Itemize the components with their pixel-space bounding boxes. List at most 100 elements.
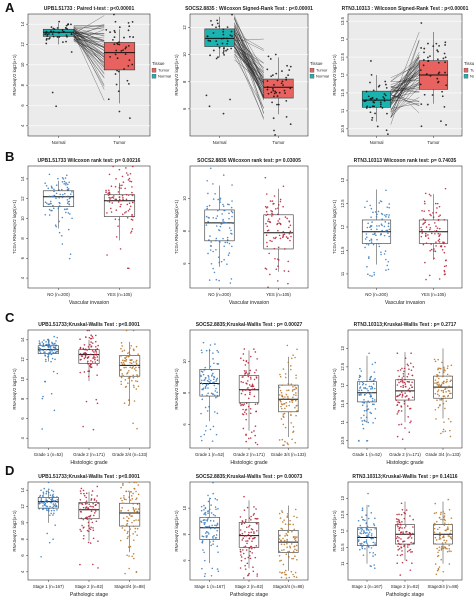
data-point	[206, 410, 209, 412]
data-point	[84, 501, 87, 504]
data-point	[396, 435, 399, 438]
data-point	[61, 216, 64, 219]
data-point	[222, 33, 225, 36]
data-point	[282, 205, 284, 208]
data-point	[281, 70, 283, 72]
paired-line	[390, 64, 420, 78]
data-point	[129, 180, 131, 182]
data-point	[55, 184, 58, 186]
paired-line	[73, 26, 105, 30]
data-point	[265, 222, 267, 225]
data-point	[221, 213, 223, 215]
data-point	[442, 518, 444, 521]
data-point	[365, 99, 368, 102]
paired-line	[390, 83, 420, 105]
y-axis-label: RNASeqV2 log2(x+1)	[12, 368, 17, 410]
data-point	[45, 498, 47, 500]
data-point	[282, 235, 285, 237]
data-point	[401, 379, 403, 381]
data-point	[295, 544, 298, 547]
data-point	[269, 273, 271, 276]
data-point	[125, 193, 128, 196]
data-point	[201, 351, 203, 354]
y-tick-label: 8	[20, 237, 25, 240]
y-tick-label: 8	[182, 391, 187, 394]
data-point	[440, 120, 442, 123]
data-point	[48, 195, 51, 198]
data-point	[242, 359, 245, 362]
y-tick-label: 4	[20, 124, 25, 127]
data-point	[450, 550, 452, 553]
data-point	[371, 386, 374, 389]
data-point	[89, 343, 91, 346]
data-point	[130, 495, 133, 497]
data-point	[408, 549, 411, 552]
data-point	[361, 546, 363, 548]
data-point	[381, 218, 384, 220]
data-point	[409, 535, 412, 537]
data-point	[127, 530, 129, 533]
data-point	[50, 360, 52, 363]
data-point	[443, 52, 446, 55]
panel-letter-c: C	[5, 310, 15, 325]
data-point	[254, 403, 257, 406]
data-point	[289, 224, 292, 227]
data-point	[288, 556, 290, 558]
data-point	[278, 91, 281, 94]
data-point	[42, 505, 44, 507]
data-point	[219, 225, 222, 228]
data-point	[430, 214, 432, 217]
data-point	[255, 376, 258, 378]
data-point	[54, 342, 56, 345]
data-point	[208, 349, 211, 352]
paired-line	[73, 24, 105, 30]
data-point	[367, 389, 369, 392]
data-point	[45, 507, 47, 510]
data-point	[202, 373, 205, 376]
data-point	[287, 397, 289, 400]
data-point	[110, 211, 113, 213]
data-point	[400, 502, 403, 505]
data-point	[201, 398, 204, 401]
data-point	[443, 251, 446, 254]
data-point	[363, 530, 365, 532]
box-iqr	[263, 214, 294, 250]
data-point	[287, 550, 289, 553]
data-point	[409, 421, 411, 424]
chart-a-1: UPB1.51733 : Paired t-test : p<0.0000146…	[12, 6, 171, 145]
data-point	[243, 370, 246, 372]
legend-title: Tissue	[464, 61, 474, 66]
data-point	[430, 248, 433, 251]
data-point	[436, 375, 438, 378]
data-point	[110, 185, 113, 188]
data-point	[357, 519, 360, 522]
data-point	[125, 498, 127, 501]
data-point	[226, 241, 229, 244]
data-point	[406, 363, 409, 366]
data-point	[438, 395, 441, 397]
y-tick-label: 4	[20, 570, 25, 573]
data-point	[223, 245, 226, 248]
data-point	[204, 525, 207, 528]
x-tick-label: Grade 3/4 (n=133)	[112, 452, 148, 457]
data-point	[280, 527, 282, 530]
data-point	[372, 233, 374, 236]
data-point	[220, 223, 223, 225]
data-point	[85, 496, 87, 499]
data-point	[212, 352, 214, 354]
data-point	[404, 427, 406, 429]
data-point	[200, 374, 202, 377]
data-point	[216, 349, 218, 352]
data-point	[208, 405, 210, 408]
data-point	[397, 401, 399, 403]
data-point	[128, 351, 130, 354]
data-point	[368, 533, 370, 535]
data-point	[200, 349, 203, 352]
data-point	[250, 378, 252, 380]
data-point	[125, 167, 127, 169]
data-point	[380, 200, 383, 203]
data-point	[125, 356, 128, 358]
y-tick-label: 6	[182, 107, 187, 110]
data-point	[240, 523, 243, 526]
